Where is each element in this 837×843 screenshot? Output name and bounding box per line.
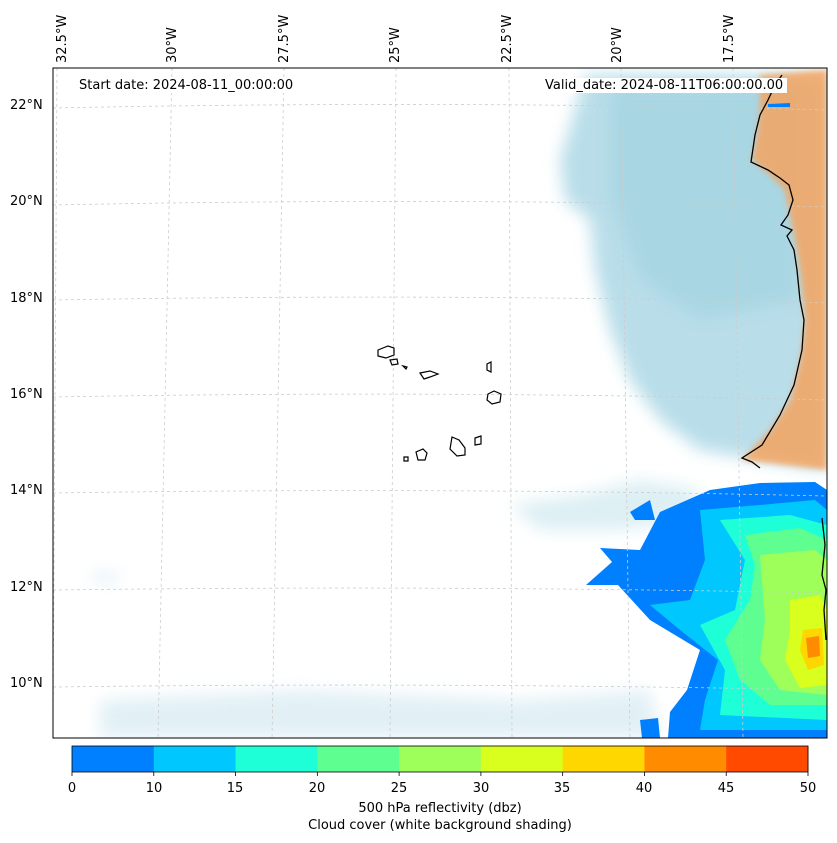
colorbar-tick: 10 — [145, 781, 163, 796]
map-layers — [53, 68, 827, 738]
reflectivity-cell-small-1 — [630, 500, 655, 520]
colorbar-label-cloud-cover: Cloud cover (white background shading) — [308, 818, 572, 833]
lon-label-30w: 30°W — [165, 27, 180, 63]
lon-label-17-5w: 17.5°W — [722, 14, 737, 63]
colorbar-tick: 35 — [553, 781, 571, 796]
africa-coastline — [740, 74, 805, 469]
island-fogo — [415, 448, 428, 461]
lon-label-20w: 20°W — [610, 27, 625, 63]
reflectivity-cell-small-2 — [640, 718, 660, 738]
colorbar-segment — [317, 746, 400, 772]
colorbar-segment — [399, 746, 482, 772]
lat-label-16n: 16°N — [10, 387, 43, 402]
lon-label-25w: 25°W — [388, 27, 403, 63]
reflectivity-cell-north — [768, 103, 790, 107]
colorbar-label-reflectivity: 500 hPa reflectivity (dbz) — [358, 801, 522, 816]
cape-verde-islands — [377, 345, 502, 462]
colorbar-tick: 25 — [390, 781, 408, 796]
colorbar-tick: 40 — [635, 781, 653, 796]
colorbar-tick: 0 — [67, 781, 77, 796]
lat-label-22n: 22°N — [10, 98, 43, 113]
lat-label-12n: 12°N — [10, 580, 43, 595]
lat-label-18n: 18°N — [10, 291, 43, 306]
cloud-cover-layer — [90, 75, 827, 738]
colorbar-tick: 50 — [799, 781, 817, 796]
start-date-label: Start date: 2024-08-11_00:00:00 — [75, 78, 298, 93]
lat-label-20n: 20°N — [10, 194, 43, 209]
island-sal — [486, 361, 492, 373]
lon-label-22-5w: 22.5°W — [500, 14, 515, 63]
colorbar-tick: 20 — [308, 781, 326, 796]
lat-label-10n: 10°N — [10, 676, 43, 691]
colorbar-border — [71, 745, 809, 773]
cloud-cover-north-inner — [610, 85, 800, 320]
lat-label-14n: 14°N — [10, 483, 43, 498]
map-frame — [52, 67, 828, 739]
island-boa-vista — [486, 390, 502, 405]
colorbar-segment — [562, 746, 645, 772]
island-brava — [403, 456, 409, 462]
island-sao-vicente — [389, 358, 399, 366]
reflectivity-band-40-45 — [806, 636, 820, 658]
island-santo-antao — [377, 345, 395, 359]
valid-date-label: Valid_date: 2024-08-11T06:00:00.00 — [541, 78, 788, 93]
colorbar-tick: 30 — [472, 781, 490, 796]
colorbar-segment — [153, 746, 237, 772]
reflectivity-layer — [586, 103, 827, 738]
cloud-cover-west-patch — [90, 570, 120, 585]
colorbar-segment — [72, 746, 155, 772]
cloud-cover-bottom — [100, 690, 660, 738]
colorbar-segment — [644, 746, 727, 772]
colorbar-segment — [726, 746, 809, 772]
colorbar-tick: 15 — [226, 781, 244, 796]
colorbar-segment — [235, 746, 318, 772]
colorbar-segment — [480, 746, 564, 772]
colorbar-tick: 45 — [717, 781, 735, 796]
island-santiago — [449, 436, 466, 457]
lon-label-27-5w: 27.5°W — [277, 14, 292, 63]
lon-label-32-5w: 32.5°W — [55, 14, 70, 63]
gridlines — [53, 68, 827, 738]
island-santa-luzia — [401, 364, 408, 371]
africa-land — [742, 70, 827, 470]
island-maio — [474, 435, 482, 446]
colorbar — [71, 745, 809, 776]
senegal-coast-south — [821, 517, 827, 641]
island-sao-nicolau — [419, 370, 440, 380]
